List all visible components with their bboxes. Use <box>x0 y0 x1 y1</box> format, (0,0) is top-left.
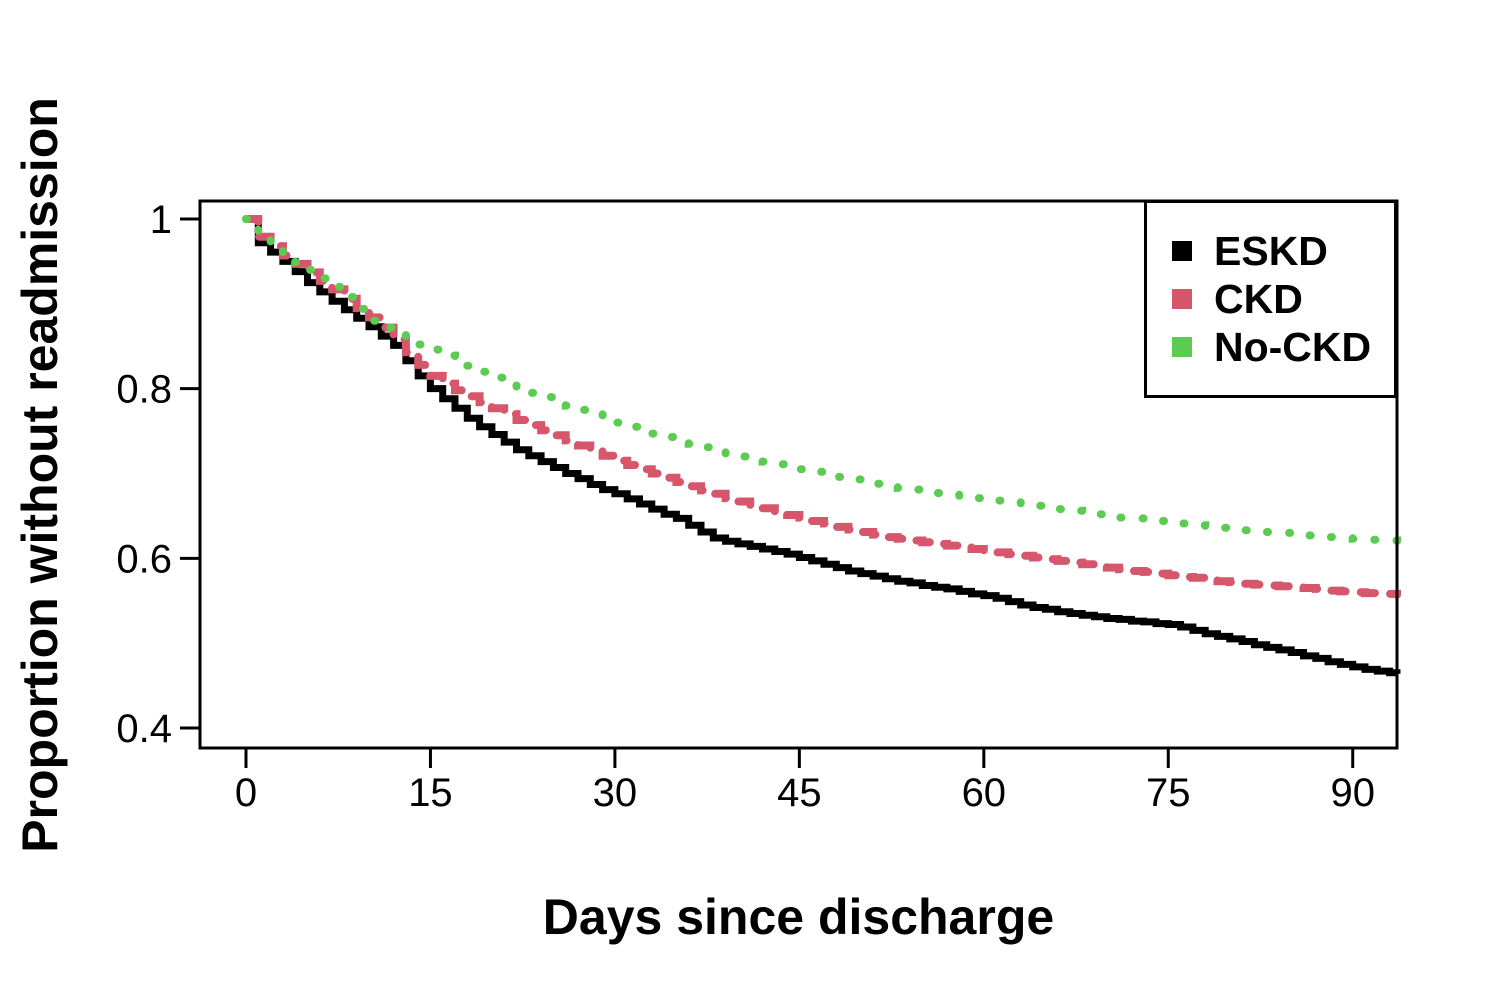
plot-area: 0 15 30 45 60 75 90 0.4 0.6 0.8 1 <box>116 198 1401 815</box>
x-axis-title: Days since discharge <box>542 889 1055 945</box>
legend-label-ckd: CKD <box>1214 275 1303 322</box>
y-tick-label: 0.6 <box>116 537 172 581</box>
legend-label-eskd: ESKD <box>1214 227 1328 274</box>
no-ckd-curve <box>242 215 1401 546</box>
y-tick-label: 1 <box>150 198 172 242</box>
x-tick-label: 60 <box>962 771 1007 815</box>
legend-label-no-ckd: No-CKD <box>1214 323 1372 370</box>
legend-item-eskd: ESKD <box>1172 227 1394 274</box>
eskd-curve <box>246 215 1401 677</box>
x-tick-label: 30 <box>593 771 638 815</box>
x-tick-label: 45 <box>777 771 822 815</box>
x-tick-label: 15 <box>408 771 453 815</box>
ckd-curve <box>242 215 1401 599</box>
ckd-swatch-icon <box>1172 289 1192 309</box>
y-tick-label: 0.4 <box>116 707 172 751</box>
no-ckd-swatch-icon <box>1172 337 1192 357</box>
x-tick-label: 90 <box>1330 771 1375 815</box>
x-tick-label: 0 <box>235 771 257 815</box>
legend-item-ckd: CKD <box>1172 275 1394 322</box>
y-axis-title: Proportion without readmission <box>12 97 68 853</box>
legend: ESKD CKD No-CKD <box>1144 200 1397 398</box>
eskd-swatch-icon <box>1172 241 1192 261</box>
legend-item-no-ckd: No-CKD <box>1172 323 1394 370</box>
x-tick-label: 75 <box>1146 771 1191 815</box>
plot-border <box>198 199 1399 750</box>
y-tick-label: 0.8 <box>116 368 172 412</box>
